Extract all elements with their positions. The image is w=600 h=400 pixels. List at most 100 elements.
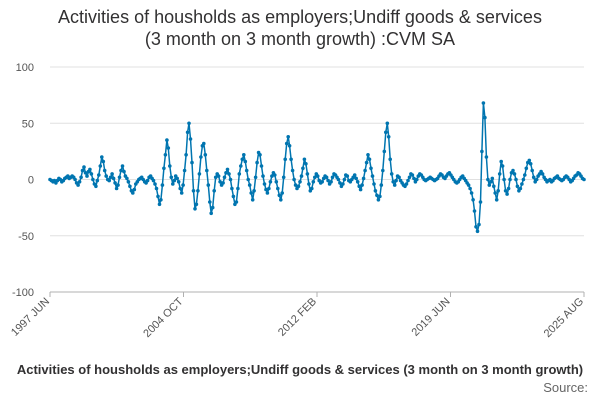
data-point <box>190 160 194 165</box>
data-point <box>523 173 527 177</box>
data-point <box>342 177 347 182</box>
data-point <box>193 207 197 211</box>
data-point <box>230 186 234 191</box>
data-point <box>277 193 282 198</box>
data-point <box>101 159 106 164</box>
data-point <box>524 166 529 171</box>
data-point <box>145 178 150 183</box>
data-point <box>492 184 496 189</box>
y-tick-label: 100 <box>16 62 34 74</box>
data-point <box>369 166 373 171</box>
data-point <box>270 174 274 178</box>
y-tick-label: -100 <box>12 287 34 299</box>
data-point <box>487 183 492 187</box>
data-point <box>358 187 363 192</box>
data-point <box>472 209 477 213</box>
data-point <box>326 178 330 183</box>
data-point <box>231 194 236 199</box>
data-point <box>171 182 175 186</box>
data-point <box>163 153 168 157</box>
data-point <box>364 160 369 165</box>
data-point <box>499 159 504 164</box>
data-point <box>540 172 545 176</box>
data-point <box>305 172 310 176</box>
data-point <box>196 189 200 193</box>
data-point <box>255 160 259 165</box>
data-point <box>281 175 286 180</box>
data-point <box>315 174 320 178</box>
data-point <box>341 182 345 186</box>
data-point <box>168 164 172 168</box>
data-point <box>392 183 397 187</box>
data-point <box>468 186 472 191</box>
data-point <box>162 166 166 171</box>
data-point <box>388 157 393 162</box>
data-point <box>159 198 163 202</box>
data-point <box>313 175 317 180</box>
chart-title: Activities of housholds as employers;Und… <box>0 6 600 50</box>
data-point <box>188 137 193 141</box>
data-point <box>98 164 103 168</box>
data-point <box>259 164 264 168</box>
data-point <box>247 183 252 187</box>
data-point <box>197 172 202 176</box>
data-point <box>311 180 316 184</box>
data-point <box>80 168 85 173</box>
data-point <box>474 225 478 229</box>
data-point <box>122 169 126 174</box>
data-point <box>191 189 196 193</box>
data-point <box>289 157 293 162</box>
data-point <box>236 186 240 191</box>
data-point <box>410 173 415 177</box>
data-point <box>216 174 221 178</box>
data-point <box>301 166 305 171</box>
data-point <box>494 198 499 202</box>
data-point <box>299 174 304 178</box>
data-point <box>187 121 191 126</box>
data-point <box>212 189 216 193</box>
data-point <box>345 174 350 178</box>
data-point <box>176 180 181 184</box>
chart-title-line-2: (3 month on 3 month growth) :CVM SA <box>144 29 456 49</box>
data-point <box>253 175 258 180</box>
data-point <box>117 175 122 180</box>
data-point <box>224 171 228 175</box>
data-point <box>292 177 296 182</box>
data-point <box>262 182 267 186</box>
data-point <box>88 167 92 172</box>
data-point <box>100 155 104 159</box>
data-point <box>290 168 295 173</box>
data-point <box>490 176 495 181</box>
data-point <box>179 191 184 195</box>
data-point <box>222 175 227 180</box>
data-point <box>184 153 188 157</box>
data-point <box>505 192 509 196</box>
data-point <box>157 202 162 207</box>
data-point <box>280 191 285 195</box>
data-point <box>475 229 480 234</box>
data-point <box>97 173 101 177</box>
source-label: Source: <box>543 380 588 395</box>
data-point <box>394 178 398 183</box>
data-point <box>126 180 131 184</box>
data-point <box>373 189 378 193</box>
data-point <box>477 222 481 227</box>
data-point <box>85 174 89 178</box>
data-point <box>293 183 298 187</box>
data-point <box>76 183 80 187</box>
data-point <box>384 130 388 135</box>
data-point <box>515 184 520 189</box>
data-point <box>202 141 206 146</box>
data-point <box>102 168 107 173</box>
data-point <box>107 178 111 183</box>
data-point <box>104 174 108 178</box>
data-point <box>497 172 502 176</box>
data-point <box>527 158 532 163</box>
data-point <box>528 162 533 166</box>
data-point <box>514 177 518 182</box>
data-point <box>83 171 88 175</box>
y-axis: -100 -50 0 50 100 <box>12 62 34 299</box>
data-point <box>246 177 250 182</box>
data-point <box>227 172 231 176</box>
x-tick-label: 2019 JUN <box>410 296 453 339</box>
